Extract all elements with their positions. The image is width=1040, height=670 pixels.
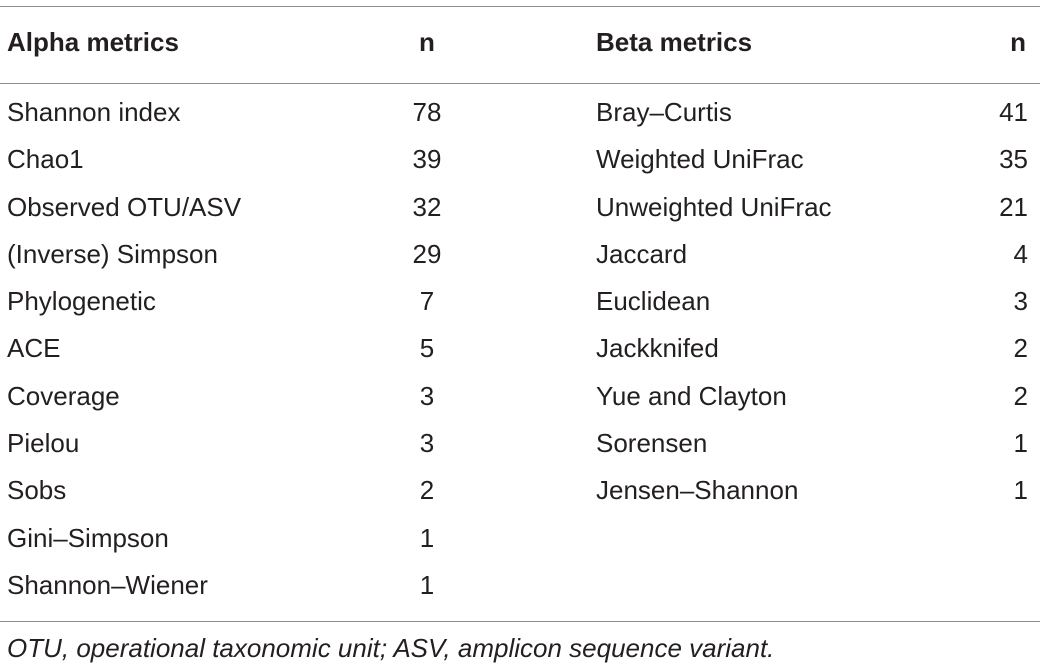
table-row: (Inverse) Simpson 29 Jaccard 4 (0, 231, 1040, 278)
beta-metric-cell: Jensen–Shannon (596, 475, 799, 506)
beta-metric-cell: Euclidean (596, 286, 711, 317)
beta-metric-cell: Sorensen (596, 428, 708, 459)
beta-count-cell: 4 (1013, 238, 1028, 269)
alpha-metric-cell: ACE (7, 333, 61, 364)
table-footnote: OTU, operational taxonomic unit; ASV, am… (7, 633, 775, 663)
beta-metric-cell: Unweighted UniFrac (596, 191, 832, 222)
table-row: Phylogenetic 7 Euclidean 3 (0, 278, 1040, 325)
alpha-count-cell: 32 (412, 191, 442, 222)
beta-metric-cell: Yue and Clayton (596, 380, 787, 411)
alpha-metric-cell: Shannon–Wiener (7, 569, 208, 600)
alpha-metric-cell: Coverage (7, 380, 120, 411)
alpha-count-cell: 7 (419, 286, 435, 317)
alpha-metric-cell: Observed OTU/ASV (7, 191, 242, 222)
alpha-metric-cell: Sobs (7, 475, 67, 506)
alpha-count-cell: 2 (419, 475, 435, 506)
table-bottom-rule (0, 621, 1040, 622)
beta-metric-cell: Bray–Curtis (596, 97, 732, 127)
alpha-metric-cell: Chao1 (7, 144, 84, 175)
alpha-count-cell: 1 (419, 522, 435, 553)
beta-count-cell: 41 (999, 97, 1028, 127)
alpha-metric-cell: Pielou (7, 428, 80, 459)
beta-count-cell: 35 (999, 144, 1028, 175)
table-header-row: Alpha metrics n Beta metrics n (0, 18, 1040, 66)
table-row: Shannon–Wiener 1 (0, 562, 1040, 609)
alpha-metric-cell: (Inverse) Simpson (7, 238, 218, 269)
header-n-alpha: n (419, 27, 435, 57)
alpha-count-cell: 1 (419, 569, 435, 600)
table-row: Coverage 3 Yue and Clayton 2 (0, 373, 1040, 420)
alpha-count-cell: 3 (419, 380, 435, 411)
table-row: ACE 5 Jackknifed 2 (0, 325, 1040, 372)
table-row: Shannon index 78 Bray–Curtis 41 (0, 89, 1040, 136)
beta-count-cell: 1 (1013, 475, 1028, 506)
table-row: Sobs 2 Jensen–Shannon 1 (0, 467, 1040, 514)
table-row: Gini–Simpson 1 (0, 515, 1040, 562)
table-top-rule (0, 6, 1040, 7)
header-alpha-metrics: Alpha metrics (7, 27, 179, 57)
alpha-count-cell: 39 (412, 144, 442, 175)
alpha-metric-cell: Phylogenetic (7, 286, 156, 317)
beta-count-cell: 2 (1013, 333, 1028, 364)
beta-metric-cell: Jackknifed (596, 333, 719, 364)
alpha-count-cell: 78 (412, 97, 442, 127)
header-n-beta: n (1010, 27, 1026, 57)
alpha-count-cell: 5 (419, 333, 435, 364)
table-row: Pielou 3 Sorensen 1 (0, 420, 1040, 467)
beta-count-cell: 21 (999, 191, 1028, 222)
alpha-metric-cell: Shannon index (7, 97, 181, 127)
beta-metric-cell: Weighted UniFrac (596, 144, 804, 175)
table-header-rule (0, 83, 1040, 84)
alpha-count-cell: 3 (419, 428, 435, 459)
beta-count-cell: 2 (1013, 380, 1028, 411)
table-row: Chao1 39 Weighted UniFrac 35 (0, 136, 1040, 183)
beta-count-cell: 3 (1013, 286, 1028, 317)
table-row: Observed OTU/ASV 32 Unweighted UniFrac 2… (0, 184, 1040, 231)
beta-metric-cell: Jaccard (596, 238, 688, 269)
alpha-count-cell: 29 (412, 238, 442, 269)
alpha-metric-cell: Gini–Simpson (7, 522, 169, 553)
header-beta-metrics: Beta metrics (596, 27, 753, 57)
beta-count-cell: 1 (1013, 428, 1028, 459)
table-body: Shannon index 78 Bray–Curtis 41 Chao1 39… (0, 89, 1040, 609)
